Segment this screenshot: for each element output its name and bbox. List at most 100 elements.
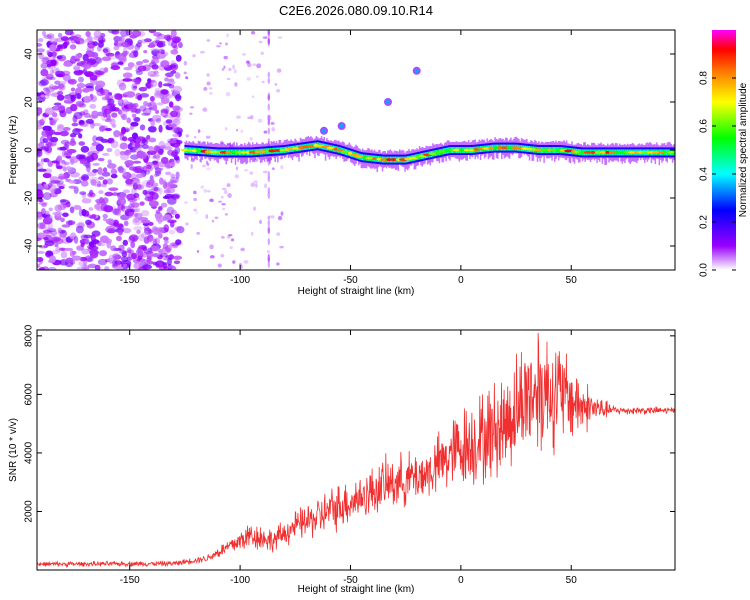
spectrogram-noise-blob (105, 218, 115, 225)
spectrogram-noise-blob (78, 133, 83, 139)
spectrogram-noise-blob (43, 57, 53, 61)
spectrogram-noise-blob (133, 50, 139, 58)
spectrogram-noise-blob (82, 175, 90, 180)
spectrogram-noise-blob (168, 101, 174, 108)
spectrogram-noise-blob (72, 37, 80, 42)
spectrogram-noise-blob (221, 195, 224, 199)
spectrogram-noise-blob (138, 151, 148, 160)
spectrogram-noise-blob (37, 192, 44, 198)
snr-ylabel: SNR (10 * v/v) (8, 418, 19, 482)
colorbar-tick-label: 0.8 (699, 71, 710, 85)
spectrogram-noise-blob (169, 64, 177, 69)
spectrogram-noise-blob (121, 250, 128, 258)
spectrogram-noise-blob (130, 121, 139, 127)
ridge-peak (279, 148, 285, 152)
spectrogram-noise-blob (95, 57, 103, 64)
spectrogram-noise-blob (220, 254, 225, 258)
spectrogram-noise-blob (151, 114, 162, 122)
spectrogram-noise-blob (120, 30, 129, 37)
spectrogram-noise-blob (51, 51, 57, 57)
spectrogram-noise-blob (167, 265, 176, 269)
spectrogram-noise-blob (225, 42, 229, 46)
spectrogram-noise-blob (38, 52, 44, 60)
spectrogram-noise-blob (138, 244, 147, 250)
spectrogram-noise-blob (101, 171, 111, 177)
spectrogram-noise-blob (81, 264, 89, 270)
spectrogram-noise-blob (92, 41, 99, 47)
spectrogram-noise-blob (223, 55, 228, 60)
spectrogram-noise-blob (76, 62, 84, 67)
spectrogram-noise-blob (164, 77, 169, 82)
spectrogram-noise-blob (219, 42, 222, 45)
spectrogram-noise-blob (267, 170, 270, 179)
spectrogram-noise-blob (232, 64, 235, 70)
spectrogram-noise-blob (117, 36, 123, 42)
ridge-peak (614, 151, 620, 154)
spectrogram-noise-blob (55, 246, 62, 252)
spectrogram-noise-blob (37, 257, 44, 263)
spectrogram-noise-blob (70, 31, 75, 37)
spectrogram-noise-blob (110, 65, 121, 71)
spectrogram-noise-blob (110, 245, 117, 252)
spectrogram-noise-blob (89, 251, 99, 259)
ridge-peak (389, 158, 398, 162)
spectrogram-noise-blob (127, 62, 135, 68)
x-tick-label: -50 (343, 275, 358, 286)
spectrogram-noise-blob (44, 107, 55, 116)
spectrogram-noise-blob (175, 54, 182, 62)
spectrogram-noise-blob (102, 167, 108, 173)
spectrogram-noise-blob (54, 180, 64, 185)
spectrogram-feature-core (321, 128, 326, 133)
spectrogram-noise-blob (170, 173, 176, 179)
colorbar-tick-label: 0.6 (699, 119, 710, 133)
spectrogram-noise-blob (143, 250, 154, 255)
colorbar-label: Normalized spectral amplitude (738, 82, 749, 217)
spectrogram-noise-blob (131, 30, 142, 38)
spectrogram-noise-blob (132, 165, 142, 174)
spectrogram-noise-blob (234, 174, 239, 179)
spectrogram-noise-blob (75, 54, 82, 59)
spectrogram-noise-blob (43, 236, 49, 241)
spectrogram-noise-blob (267, 191, 270, 200)
spectrogram-noise-blob (172, 133, 180, 138)
spectrogram-noise-blob (172, 118, 181, 126)
snr-plot-area (37, 330, 675, 570)
spectrogram-noise-blob (98, 190, 104, 195)
spectrogram-noise-blob (85, 87, 94, 92)
spectrogram-noise-blob (162, 243, 168, 250)
spectrogram-noise-blob (107, 159, 112, 165)
spectrogram-noise-blob (226, 77, 231, 81)
ridge-peak (428, 152, 437, 156)
x-tick-label: -150 (120, 275, 140, 286)
spectrogram-noise-blob (104, 127, 112, 132)
spectrogram-noise-blob (267, 260, 270, 268)
x-tick-label: -100 (230, 575, 250, 586)
spectrogram-noise-blob (43, 34, 53, 39)
spectrogram-noise-blob (37, 161, 44, 166)
spectrogram-noise-blob (220, 236, 225, 239)
spectrogram-noise-blob (160, 156, 169, 164)
ridge-peak (617, 151, 627, 154)
spectrogram-noise-blob (252, 63, 257, 67)
spectrogram-noise-blob (117, 109, 123, 115)
spectrogram-noise-blob (243, 260, 249, 264)
spectrogram-noise-blob (117, 197, 127, 206)
spectrogram-noise-blob (54, 204, 63, 212)
spectrogram-noise-blob (193, 190, 197, 195)
spectrogram-noise-blob (74, 93, 82, 99)
spectrogram-noise-blob (223, 65, 226, 69)
spectrogram-noise-blob (69, 206, 75, 214)
spectrogram-noise-blob (126, 247, 132, 254)
spectrogram-noise-blob (122, 50, 128, 57)
spectrogram-noise-blob (153, 187, 159, 192)
ridge-core (662, 149, 665, 156)
spectrogram-noise-blob (134, 165, 145, 173)
spectrogram-noise-blob (90, 152, 99, 161)
spectrogram-noise-blob (155, 214, 165, 223)
spectrogram-noise-blob (46, 251, 53, 257)
spectrogram-noise-blob (221, 187, 227, 191)
spectrogram-noise-blob (49, 84, 55, 90)
spectrogram-noise-blob (56, 55, 63, 60)
spectrogram-noise-blob (103, 69, 108, 73)
spectrogram-noise-blob (133, 117, 141, 122)
